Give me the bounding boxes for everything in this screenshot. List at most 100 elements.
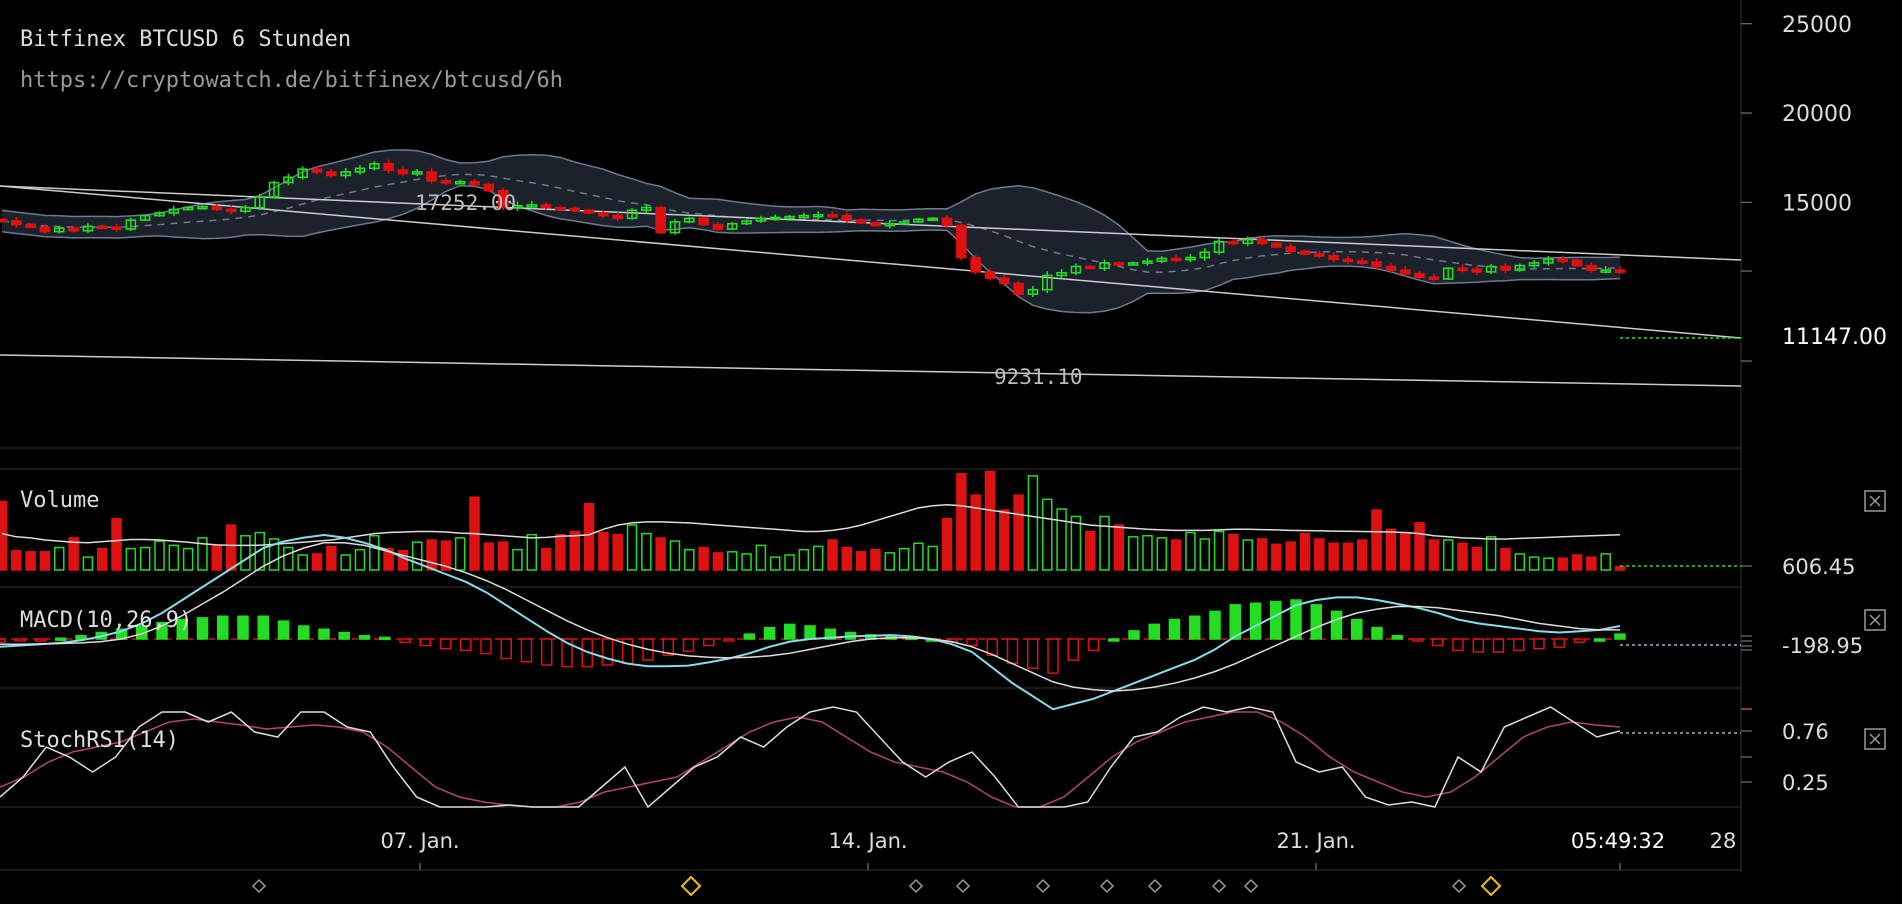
- chart-title: Bitfinex BTCUSD 6 Stunden: [20, 27, 352, 52]
- candle: [1457, 267, 1468, 272]
- volume-bar: [1414, 522, 1425, 571]
- candle: [1299, 250, 1311, 255]
- trendline-lower: [0, 354, 1742, 387]
- volume-bar: [283, 546, 294, 571]
- candle: [368, 163, 380, 170]
- volume-bar: [326, 545, 337, 571]
- macd-histogram-bar: [1168, 618, 1181, 640]
- candle: [1500, 265, 1511, 271]
- candle: [741, 220, 752, 225]
- volume-bar: [11, 549, 22, 571]
- macd-histogram-bar: [703, 638, 715, 647]
- stochrsi-panel[interactable]: 0.76 0.25: [0, 706, 1829, 809]
- candle: [25, 223, 36, 229]
- candle: [669, 221, 681, 234]
- stochrsi-close-icon[interactable]: [1864, 728, 1886, 750]
- candle: [1314, 253, 1325, 257]
- macd-histogram-bar: [1594, 638, 1606, 642]
- event-marker[interactable]: [1451, 878, 1467, 894]
- event-marker[interactable]: [955, 878, 971, 894]
- volume-bar: [784, 554, 795, 571]
- stochrsi-label: StochRSI(14): [20, 728, 179, 753]
- candle: [1557, 258, 1569, 263]
- event-marker[interactable]: [1147, 878, 1163, 894]
- volume-bar: [827, 539, 838, 571]
- candle: [1027, 288, 1039, 295]
- chart-url[interactable]: https://cryptowatch.de/bitfinex/btcusd/6…: [20, 68, 564, 93]
- volume-bar: [125, 547, 137, 571]
- candle: [755, 217, 767, 222]
- macd-histogram-bar: [277, 620, 290, 640]
- volume-bar: [354, 548, 366, 571]
- candle: [39, 226, 51, 233]
- macd-histogram-bar: [1087, 638, 1100, 652]
- event-marker[interactable]: [1211, 878, 1227, 894]
- volume-bar: [870, 548, 881, 571]
- price-panel[interactable]: 17252.00 9231.10 25000 20000 15000 11147.0…: [0, 13, 1887, 389]
- macd-histogram-bar: [1189, 615, 1201, 640]
- event-markers[interactable]: [251, 875, 1502, 897]
- candle: [397, 169, 409, 175]
- volume-bar: [641, 532, 652, 571]
- candle: [956, 224, 967, 259]
- candle: [999, 277, 1010, 285]
- event-marker[interactable]: [1243, 878, 1259, 894]
- volume-bar: [698, 546, 709, 571]
- macd-histogram-bar: [601, 638, 614, 666]
- volume-bar: [1056, 508, 1067, 571]
- candle: [712, 223, 724, 230]
- candle: [1056, 271, 1067, 277]
- event-marker[interactable]: [1035, 878, 1051, 894]
- macd-histogram-bar: [1047, 638, 1059, 674]
- volume-close-icon[interactable]: [1864, 490, 1886, 512]
- volume-bar: [1199, 538, 1211, 571]
- macd-histogram-bar: [1209, 610, 1221, 640]
- event-marker-highlighted[interactable]: [1480, 875, 1502, 897]
- macd-close-icon[interactable]: [1864, 609, 1886, 631]
- volume-bar: [1571, 554, 1583, 571]
- macd-histogram-bar: [1553, 638, 1565, 648]
- volume-bar: [0, 500, 8, 571]
- macd-histogram-bar: [1452, 638, 1464, 652]
- candle: [0, 218, 8, 223]
- candle: [483, 183, 495, 192]
- volume-bar: [1042, 498, 1053, 571]
- volume-bar: [1156, 537, 1168, 571]
- macd-histogram-bar: [318, 628, 330, 640]
- high-annotation: 17252.00: [415, 191, 516, 215]
- volume-panel[interactable]: 606.45: [0, 470, 1855, 579]
- stochrsi-k-line: [0, 706, 1621, 809]
- last-price-label: 11147.00: [1782, 325, 1887, 350]
- candle: [841, 214, 853, 221]
- candle: [268, 181, 280, 198]
- macd-histogram-bar: [682, 638, 695, 652]
- candle: [1385, 265, 1397, 271]
- macd-histogram-bar: [763, 626, 776, 640]
- volume-bar: [1299, 532, 1311, 571]
- candle: [354, 167, 366, 173]
- candle: [1199, 251, 1211, 259]
- event-marker-highlighted[interactable]: [680, 875, 702, 897]
- volume-bar: [25, 551, 36, 571]
- volume-bar: [741, 553, 752, 571]
- event-marker[interactable]: [1099, 878, 1115, 894]
- trendline-upper-2: [0, 185, 1742, 339]
- volume-bar: [426, 539, 437, 571]
- volume-bar: [798, 548, 810, 571]
- macd-histogram: [0, 599, 1626, 674]
- event-marker[interactable]: [251, 878, 267, 894]
- candle: [798, 214, 810, 219]
- macd-histogram-bar: [1270, 600, 1282, 640]
- candle: [1356, 260, 1368, 264]
- macd-histogram-bar: [1108, 638, 1120, 642]
- macd-panel[interactable]: -198.95: [0, 533, 1863, 711]
- event-marker[interactable]: [908, 878, 924, 894]
- volume-bar: [68, 537, 79, 571]
- volume-bar: [1514, 553, 1526, 571]
- macd-histogram-bar: [784, 623, 796, 640]
- volume-bar: [1485, 536, 1497, 571]
- macd-value-label: -198.95: [1782, 634, 1863, 658]
- volume-bar: [82, 556, 94, 571]
- candle: [1600, 269, 1611, 273]
